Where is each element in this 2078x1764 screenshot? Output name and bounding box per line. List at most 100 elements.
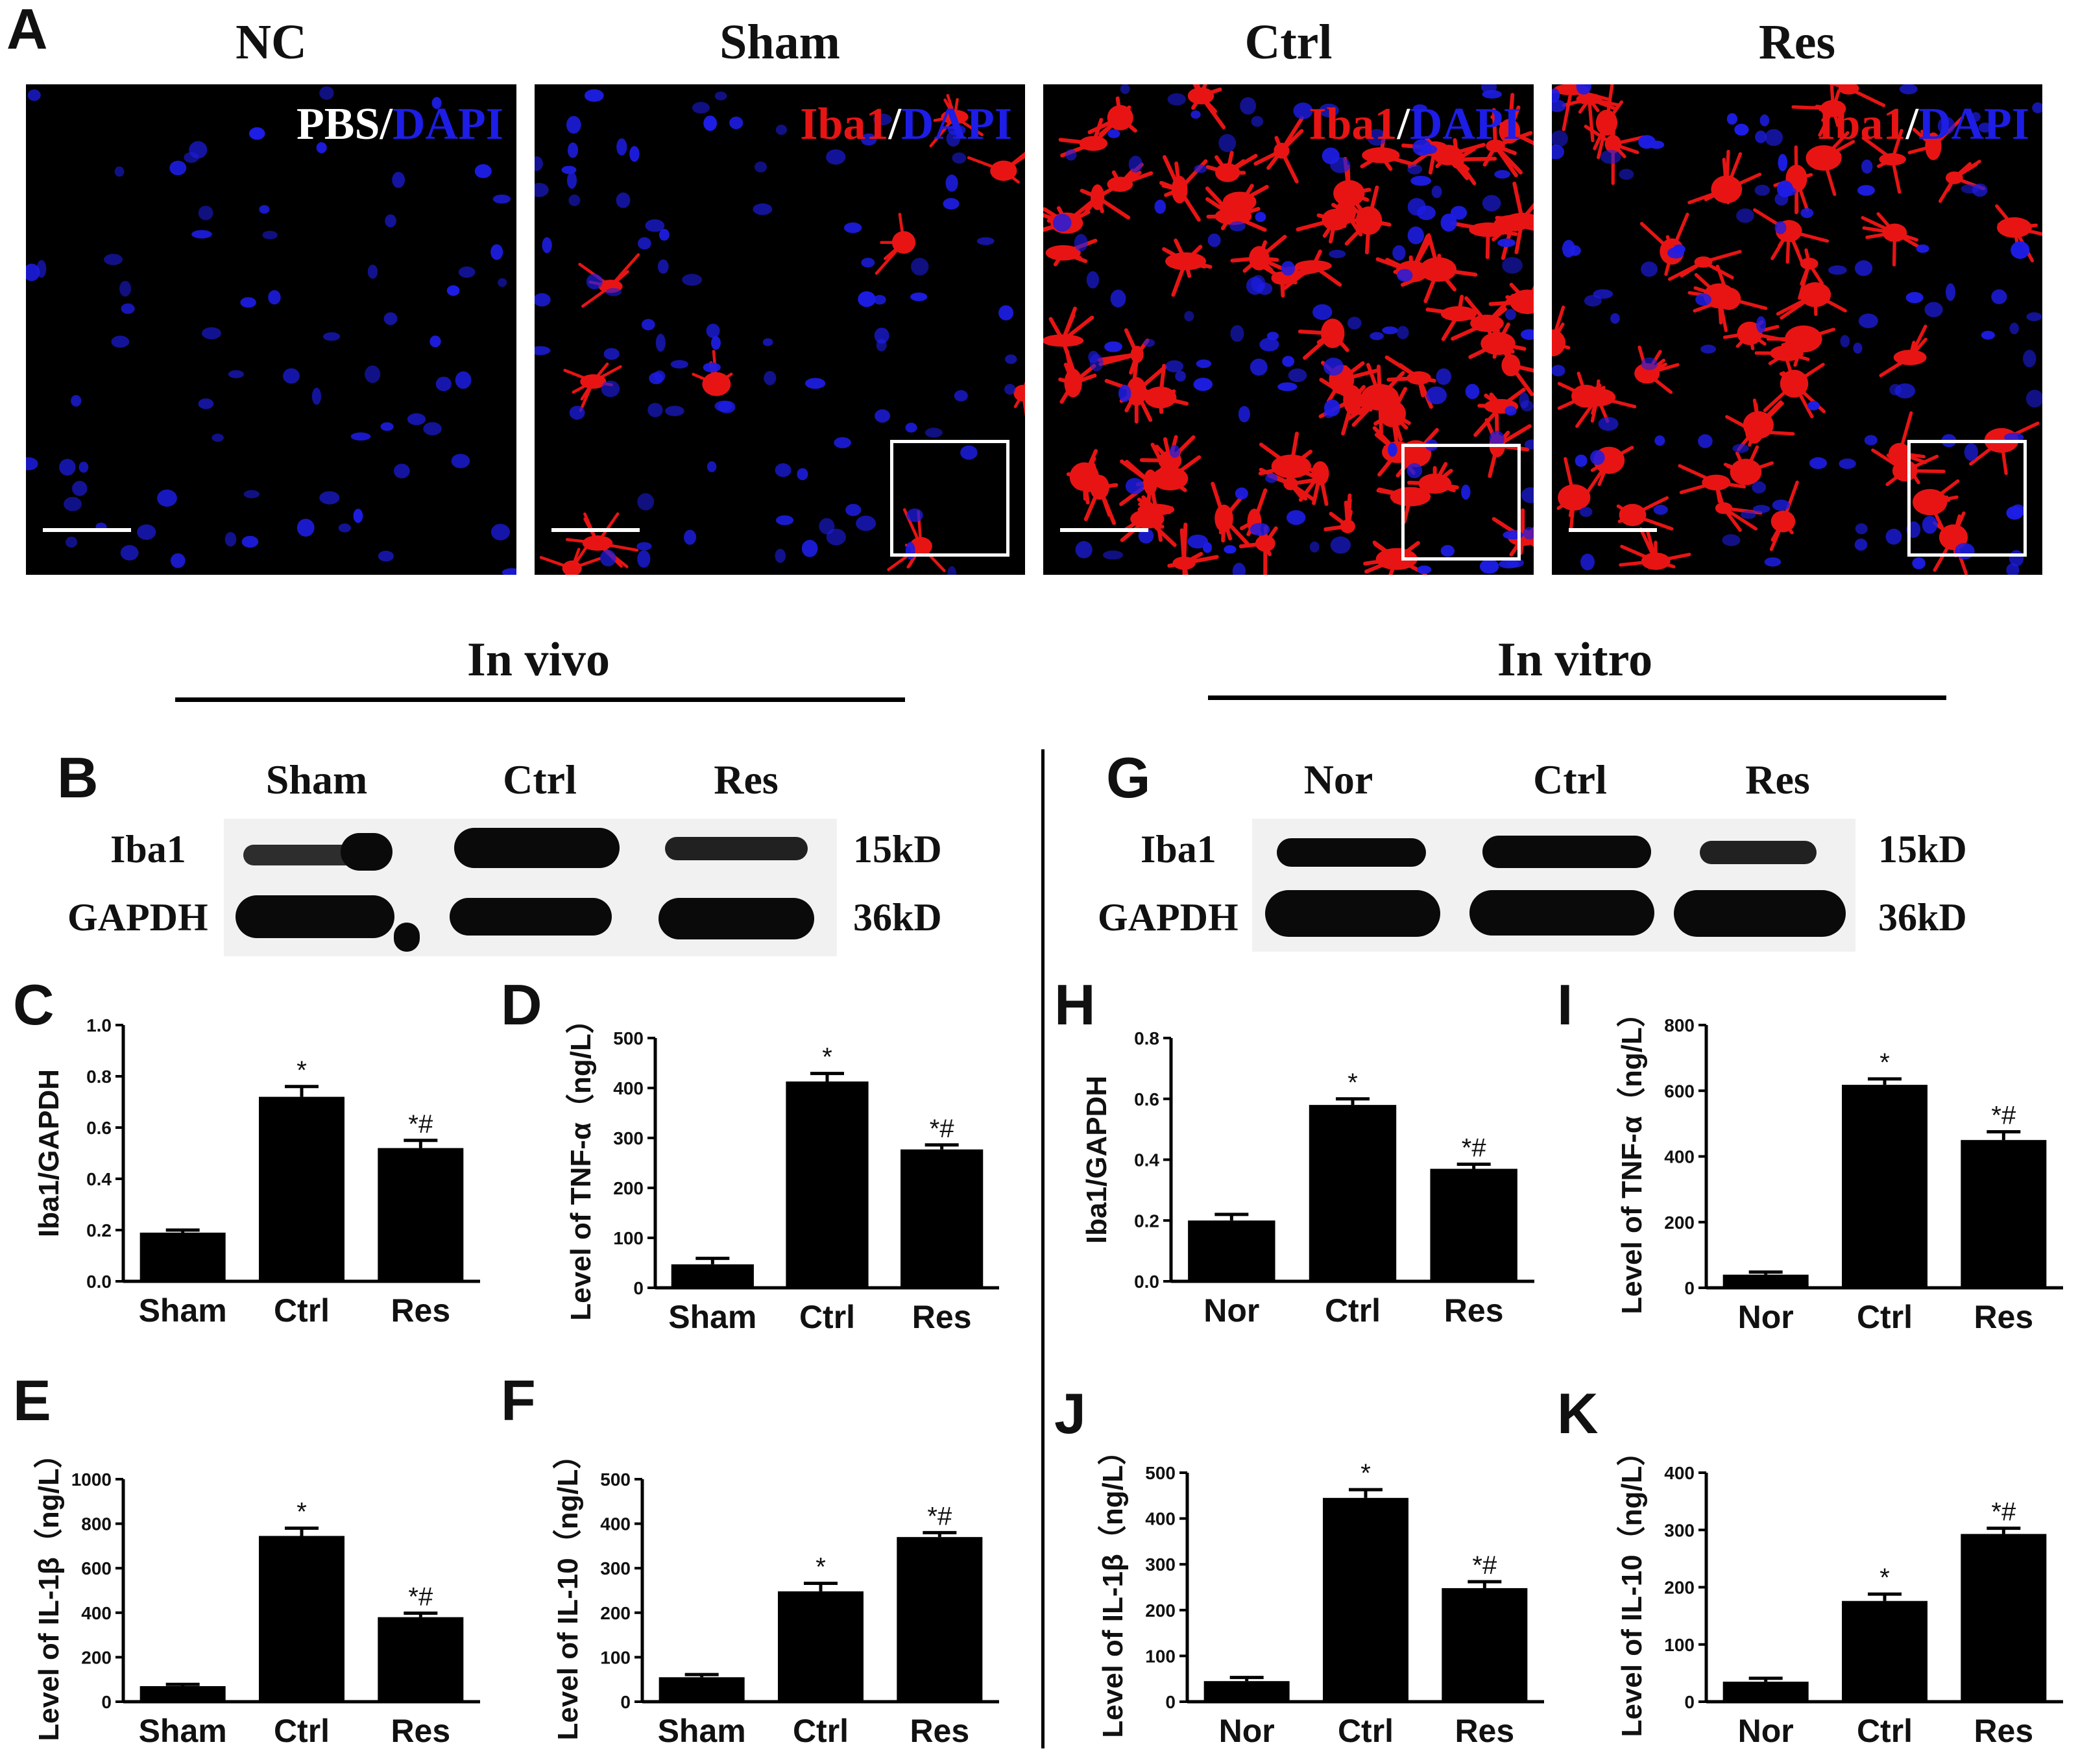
x-tick-label: Ctrl xyxy=(274,1713,330,1749)
blot-band xyxy=(1277,838,1426,867)
nucleus xyxy=(119,280,132,297)
y-tick-label: 0 xyxy=(633,1278,644,1298)
nucleus xyxy=(1991,289,2007,304)
nucleus xyxy=(1293,102,1313,119)
nucleus xyxy=(1854,260,1873,276)
nucleus xyxy=(1654,435,1665,446)
bar xyxy=(1442,1588,1528,1702)
nucleus xyxy=(1600,149,1621,164)
y-tick-label: 0.4 xyxy=(86,1169,112,1189)
blot-band xyxy=(1700,841,1817,864)
microglia-cell xyxy=(1211,481,1250,546)
microglia-body xyxy=(1091,184,1105,210)
y-tick-label: 0 xyxy=(1684,1692,1695,1712)
microglia-body xyxy=(1745,419,1763,444)
stain-part: Iba1 xyxy=(800,99,889,149)
panel-letter-e: E xyxy=(13,1368,51,1432)
nucleus xyxy=(910,292,928,302)
significance-label: * xyxy=(296,1497,307,1526)
nucleus xyxy=(1861,159,1873,174)
y-tick-label: 500 xyxy=(1145,1463,1176,1483)
y-tick-label: 300 xyxy=(1664,1520,1695,1540)
nucleus xyxy=(2023,350,2036,368)
inset-box xyxy=(890,440,1009,557)
significance-label: * xyxy=(1360,1459,1371,1488)
nucleus xyxy=(1250,522,1270,536)
nucleus xyxy=(64,496,82,511)
microglia-cell xyxy=(1769,480,1799,551)
y-axis-label: Iba1/GAPDH xyxy=(1081,1076,1113,1244)
nucleus xyxy=(1388,442,1397,457)
y-tick-label: 200 xyxy=(81,1647,112,1667)
y-axis-label: Level of IL-10（ng/L） xyxy=(1616,1447,1648,1737)
nucleus xyxy=(655,333,666,352)
nucleus xyxy=(586,274,603,289)
microglia-body xyxy=(1249,246,1270,271)
nucleus xyxy=(1776,180,1793,198)
nucleus xyxy=(707,461,717,472)
nucleus xyxy=(1312,304,1333,320)
nucleus xyxy=(1576,84,1591,95)
x-tick-label: Sham xyxy=(139,1713,227,1749)
y-tick-label: 800 xyxy=(81,1514,112,1534)
micrograph-image xyxy=(535,89,1025,575)
nucleus xyxy=(1426,386,1447,405)
micro-title-sham: Sham xyxy=(719,15,840,69)
nucleus xyxy=(1431,186,1442,199)
nucleus xyxy=(1916,244,1929,253)
nucleus xyxy=(1840,335,1850,348)
y-tick-label: 400 xyxy=(1664,1147,1695,1167)
significance-label: *# xyxy=(927,1502,952,1530)
nucleus xyxy=(1641,261,1658,277)
x-tick-label: Ctrl xyxy=(1857,1299,1913,1335)
nucleus xyxy=(1417,565,1432,574)
nucleus xyxy=(1489,430,1504,447)
nucleus xyxy=(71,394,82,407)
microglia-body xyxy=(1274,143,1290,159)
microglia-cell xyxy=(929,93,984,148)
bar xyxy=(139,1685,226,1702)
bar xyxy=(1722,1682,1809,1702)
microglia-body xyxy=(1333,180,1365,207)
x-tick-label: Ctrl xyxy=(1857,1713,1913,1749)
scale-bar xyxy=(551,528,640,532)
bar-chart-c: 0.0 0.2 0.4 0.6 0.8 1.0 Iba1/GAPDH Sham * Ctrl *# R… xyxy=(33,1015,480,1329)
bar-chart-j: 0 100 200 300 400 500 Level of IL-1β（ng/L） Nor *… xyxy=(1097,1447,1544,1749)
microglia-cell xyxy=(1425,295,1483,341)
bar-chart-k: 0 100 200 300 400 Level of IL-10（ng/L） Nor * Ctr… xyxy=(1616,1447,2063,1749)
microglia-body xyxy=(941,110,969,125)
nucleus xyxy=(754,161,767,173)
stain-label: Iba1/DAPI xyxy=(800,99,1012,151)
microglia-body xyxy=(1045,245,1081,261)
bar xyxy=(1309,1105,1397,1281)
microglia-cell xyxy=(1616,496,1674,531)
nucleus xyxy=(567,142,579,158)
microglia-body xyxy=(1806,145,1842,171)
nucleus xyxy=(240,297,256,308)
x-tick-label: Res xyxy=(391,1292,450,1329)
nucleus xyxy=(1193,378,1213,391)
nucleus xyxy=(202,327,221,339)
nucleus xyxy=(776,515,794,526)
blot-size-label: 36kD xyxy=(1878,896,1967,939)
bar-chart-e: 0 200 400 600 800 1000 Level of IL-1β（ng/L） Sha… xyxy=(33,1453,480,1749)
stain-slash: / xyxy=(380,99,393,149)
microglia-body xyxy=(1214,504,1233,533)
x-tick-label: Res xyxy=(912,1299,972,1335)
nucleus xyxy=(637,237,651,250)
bar xyxy=(1722,1274,1809,1288)
microglia-body xyxy=(1271,454,1311,479)
nucleus xyxy=(1250,358,1268,376)
blot-band xyxy=(1469,890,1654,936)
y-tick-label: 0.6 xyxy=(1134,1089,1159,1109)
nucleus xyxy=(653,370,666,382)
bar-chart-i: 0 200 400 600 800 Level of TNF-α（ng/L） Nor * Ctr… xyxy=(1616,999,2063,1335)
panel-letter-d: D xyxy=(501,973,542,1037)
nucleus xyxy=(873,295,886,305)
microglia-body xyxy=(1137,503,1175,516)
nucleus xyxy=(703,115,718,131)
nucleus xyxy=(1229,221,1246,232)
nucleus xyxy=(458,266,476,278)
nucleus xyxy=(121,303,135,314)
nucleus xyxy=(1286,510,1306,526)
